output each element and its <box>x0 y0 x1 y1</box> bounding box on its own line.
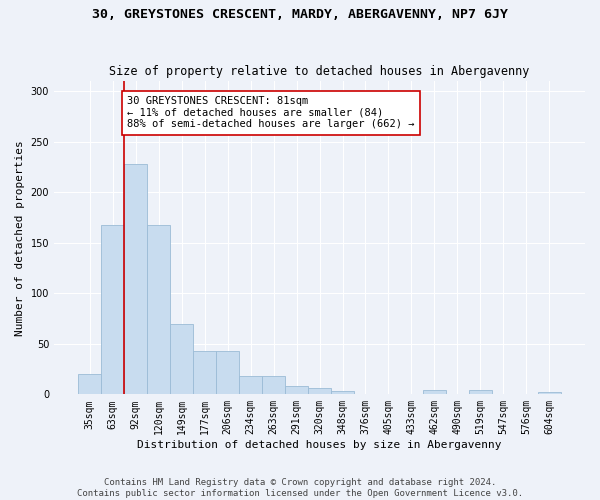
Bar <box>147 224 170 394</box>
Bar <box>239 376 262 394</box>
Bar <box>331 392 354 394</box>
Bar <box>285 386 308 394</box>
Text: 30 GREYSTONES CRESCENT: 81sqm
← 11% of detached houses are smaller (84)
88% of s: 30 GREYSTONES CRESCENT: 81sqm ← 11% of d… <box>127 96 415 130</box>
Y-axis label: Number of detached properties: Number of detached properties <box>15 140 25 336</box>
Text: 30, GREYSTONES CRESCENT, MARDY, ABERGAVENNY, NP7 6JY: 30, GREYSTONES CRESCENT, MARDY, ABERGAVE… <box>92 8 508 20</box>
Bar <box>538 392 561 394</box>
Bar <box>170 324 193 394</box>
Bar <box>124 164 147 394</box>
Bar <box>469 390 492 394</box>
Bar <box>193 351 216 395</box>
Text: Contains HM Land Registry data © Crown copyright and database right 2024.
Contai: Contains HM Land Registry data © Crown c… <box>77 478 523 498</box>
Bar <box>101 224 124 394</box>
Bar <box>423 390 446 394</box>
X-axis label: Distribution of detached houses by size in Abergavenny: Distribution of detached houses by size … <box>137 440 502 450</box>
Bar <box>216 351 239 395</box>
Bar <box>262 376 285 394</box>
Bar <box>78 374 101 394</box>
Bar <box>308 388 331 394</box>
Title: Size of property relative to detached houses in Abergavenny: Size of property relative to detached ho… <box>109 66 530 78</box>
